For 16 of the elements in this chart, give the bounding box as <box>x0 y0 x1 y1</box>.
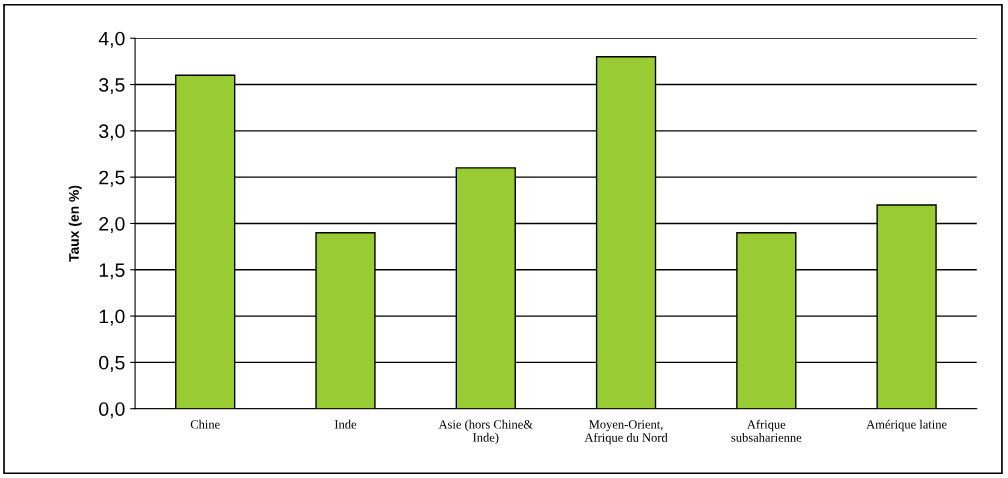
y-tick-label: 1,0 <box>99 309 125 326</box>
x-tick-label: Moyen-Orient, Afrique du Nord <box>584 420 668 445</box>
x-tick-label: Amérique latine <box>866 419 947 432</box>
y-tick-label: 3,0 <box>99 124 125 141</box>
y-axis-title: Taux (en %) <box>68 185 82 262</box>
x-tick-label: Chine <box>190 419 220 429</box>
y-tick-label: 2,5 <box>99 170 125 187</box>
y-tick-label: 0,0 <box>99 402 125 419</box>
y-tick-label: 0,5 <box>99 355 125 372</box>
y-tick-label: 4,0 <box>98 31 125 48</box>
x-tick-label: Inde <box>334 419 357 429</box>
y-tick-label: 3,5 <box>99 78 125 95</box>
x-tick-label: Afrique subsaharienne <box>731 419 802 442</box>
y-tick-label: 2,0 <box>99 216 125 233</box>
y-tick-label: 1,5 <box>99 263 125 280</box>
x-tick-label: Asie (hors Chine& Inde) <box>438 419 533 445</box>
